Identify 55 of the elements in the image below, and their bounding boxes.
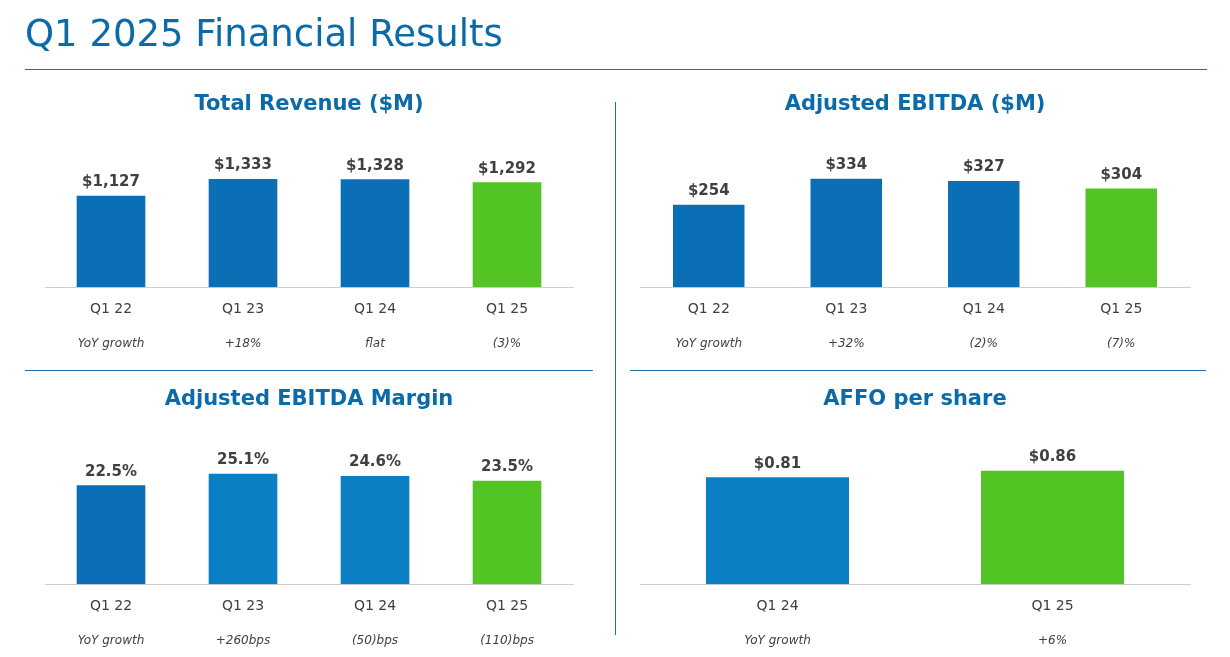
data-label: $1,292	[478, 158, 536, 177]
chart-title: Adjusted EBITDA Margin	[164, 386, 454, 411]
text: YoY growth	[675, 336, 743, 351]
data-label: $334	[825, 155, 868, 174]
text: (110)bps	[480, 633, 534, 648]
x-tick-label: Q1 23	[825, 300, 868, 317]
x-tick-label: Q1 23	[221, 300, 265, 317]
bar	[76, 195, 146, 288]
text: YoY growth	[77, 633, 145, 648]
data-label: $254	[687, 181, 730, 200]
x-tick-label: Q1 24	[962, 300, 1005, 317]
data-label: $0.86	[1028, 447, 1077, 466]
x-tick-label: Q1 25	[1100, 300, 1143, 317]
data-label: $1,333	[214, 155, 272, 174]
text: (7)%	[1107, 336, 1136, 351]
data-label: $304	[1100, 164, 1143, 183]
bar	[472, 182, 542, 288]
text: (3)%	[492, 336, 522, 351]
x-tick-label: Q1 22	[687, 300, 730, 317]
text: +18%	[224, 336, 262, 351]
text: YoY growth	[744, 633, 811, 648]
data-label: 25.1%	[216, 450, 270, 469]
data-label: $1,127	[82, 172, 140, 191]
bar	[340, 179, 410, 288]
x-tick-label: Q1 25	[1031, 597, 1074, 614]
data-label: $327	[962, 157, 1005, 176]
bar	[673, 204, 745, 288]
data-label: $0.81	[753, 453, 802, 472]
text: Q1 2025 Financial Results	[25, 12, 504, 55]
bar	[810, 178, 882, 288]
bar	[208, 178, 278, 288]
chart-title: Total Revenue ($M)	[194, 91, 424, 116]
data-label: 24.6%	[348, 452, 402, 471]
data-label: 23.5%	[480, 457, 534, 476]
text: flat	[365, 336, 387, 351]
text: (2)%	[969, 336, 998, 351]
x-tick-label: Q1 25	[485, 300, 529, 317]
text: +260bps	[215, 633, 271, 648]
data-label: 22.5%	[84, 461, 138, 480]
text: +6%	[1037, 633, 1068, 648]
x-tick-label: Q1 23	[221, 597, 265, 614]
x-tick-label: Q1 22	[89, 300, 133, 317]
x-tick-label: Q1 24	[353, 597, 397, 614]
text: (50)bps	[351, 633, 399, 648]
text: YoY growth	[77, 336, 145, 351]
x-tick-label: Q1 24	[353, 300, 397, 317]
chart-title: Adjusted EBITDA ($M)	[784, 91, 1046, 116]
bar	[1085, 188, 1157, 288]
text: +32%	[827, 336, 865, 351]
x-tick-label: Q1 25	[485, 597, 529, 614]
data-label: $1,328	[346, 155, 404, 174]
x-tick-label: Q1 24	[756, 597, 799, 614]
bar	[948, 180, 1020, 288]
chart-title: AFFO per share	[823, 386, 1007, 411]
x-tick-label: Q1 22	[89, 597, 133, 614]
